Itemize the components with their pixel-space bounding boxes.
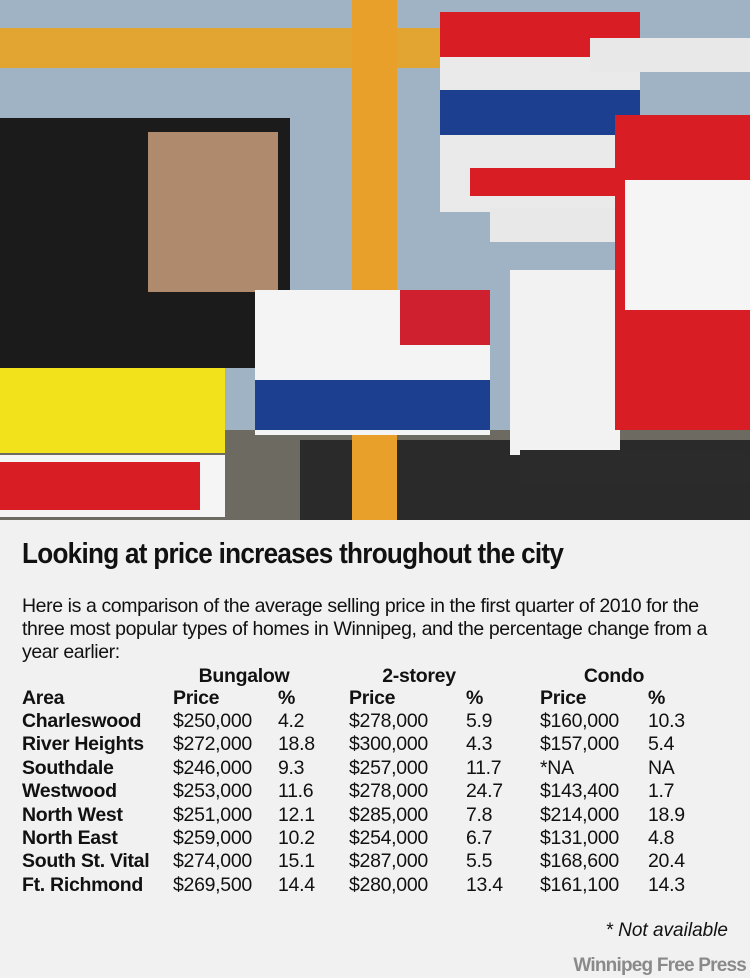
- table-cell: $280,000: [349, 873, 428, 896]
- table-cell: NA: [648, 756, 675, 779]
- group-header: 2-storey: [382, 665, 456, 687]
- group-header: Bungalow: [198, 665, 290, 687]
- intro: Here is a comparison of the average sell…: [22, 595, 707, 663]
- area-name: River Heights: [22, 733, 144, 756]
- table-cell: $285,000: [349, 803, 428, 826]
- table-cell: $272,000: [173, 733, 252, 756]
- table-cell: 11.7: [466, 756, 502, 779]
- table-cell: $300,000: [349, 733, 428, 756]
- table-cell: 20.4: [648, 850, 685, 873]
- footnote: * Not available: [605, 920, 728, 941]
- table-cell: $246,000: [173, 756, 252, 779]
- table-cell: $157,000: [540, 733, 619, 756]
- table-cell: 5.5: [466, 850, 493, 873]
- table-cell: 10.3: [648, 710, 685, 732]
- photo: [0, 0, 750, 520]
- table-cell: $278,000: [349, 710, 428, 732]
- table-cell: 18.8: [278, 733, 315, 756]
- table-cell: $168,600: [540, 850, 619, 873]
- title: Looking at price increases throughout th…: [22, 538, 564, 570]
- column-header: %: [466, 687, 484, 709]
- area-name: Southdale: [22, 756, 114, 779]
- column-header: Price: [173, 687, 220, 709]
- table-cell: $131,000: [540, 827, 619, 849]
- table-cell: $257,000: [349, 756, 428, 779]
- area-name: South St. Vital: [22, 850, 150, 873]
- area-name: North East: [22, 827, 118, 849]
- area-name: Ft. Richmond: [22, 873, 143, 896]
- table-cell: $274,000: [173, 850, 252, 873]
- table-cell: *NA: [540, 756, 574, 779]
- table-cell: $254,000: [349, 827, 428, 849]
- table-cell: $253,000: [173, 780, 252, 803]
- table-cell: $250,000: [173, 710, 252, 732]
- table-cell: 18.9: [648, 803, 685, 826]
- table-cell: 11.6: [278, 780, 314, 803]
- table-cell: 9.3: [278, 756, 305, 779]
- table-cell: 4.2: [278, 710, 305, 732]
- column-header: Area: [22, 687, 65, 709]
- table-cell: $160,000: [540, 710, 619, 732]
- column-header: %: [648, 687, 666, 709]
- table-cell: 1.7: [648, 780, 675, 803]
- table-cell: $161,100: [540, 873, 619, 896]
- area-name: North West: [22, 803, 123, 826]
- table-cell: 12.1: [278, 803, 315, 826]
- table-cell: $269,500: [173, 873, 252, 896]
- table-cell: 15.1: [278, 850, 315, 873]
- column-header: Price: [540, 687, 587, 709]
- column-header: Price: [349, 687, 396, 709]
- table-cell: 14.3: [648, 873, 685, 896]
- table-cell: 4.3: [466, 733, 493, 756]
- table-cell: 14.4: [278, 873, 315, 896]
- group-header: Condo: [583, 665, 645, 687]
- area-name: Charleswood: [22, 710, 142, 732]
- table-cell: 24.7: [466, 780, 503, 803]
- table-cell: $143,400: [540, 780, 619, 803]
- table-cell: $259,000: [173, 827, 252, 849]
- column-header: %: [278, 687, 296, 709]
- table-cell: 5.4: [648, 733, 675, 756]
- credit: Winnipeg Free Press: [573, 955, 746, 976]
- table-cell: 5.9: [466, 710, 493, 732]
- area-name: Westwood: [22, 780, 117, 803]
- table-cell: $278,000: [349, 780, 428, 803]
- table-cell: 6.7: [466, 827, 493, 849]
- table-cell: $251,000: [173, 803, 252, 826]
- table-cell: $287,000: [349, 850, 428, 873]
- table-cell: $214,000: [540, 803, 619, 826]
- table-cell: 13.4: [466, 873, 503, 896]
- table-cell: 4.8: [648, 827, 675, 849]
- table-cell: 7.8: [466, 803, 493, 826]
- table-cell: 10.2: [278, 827, 315, 849]
